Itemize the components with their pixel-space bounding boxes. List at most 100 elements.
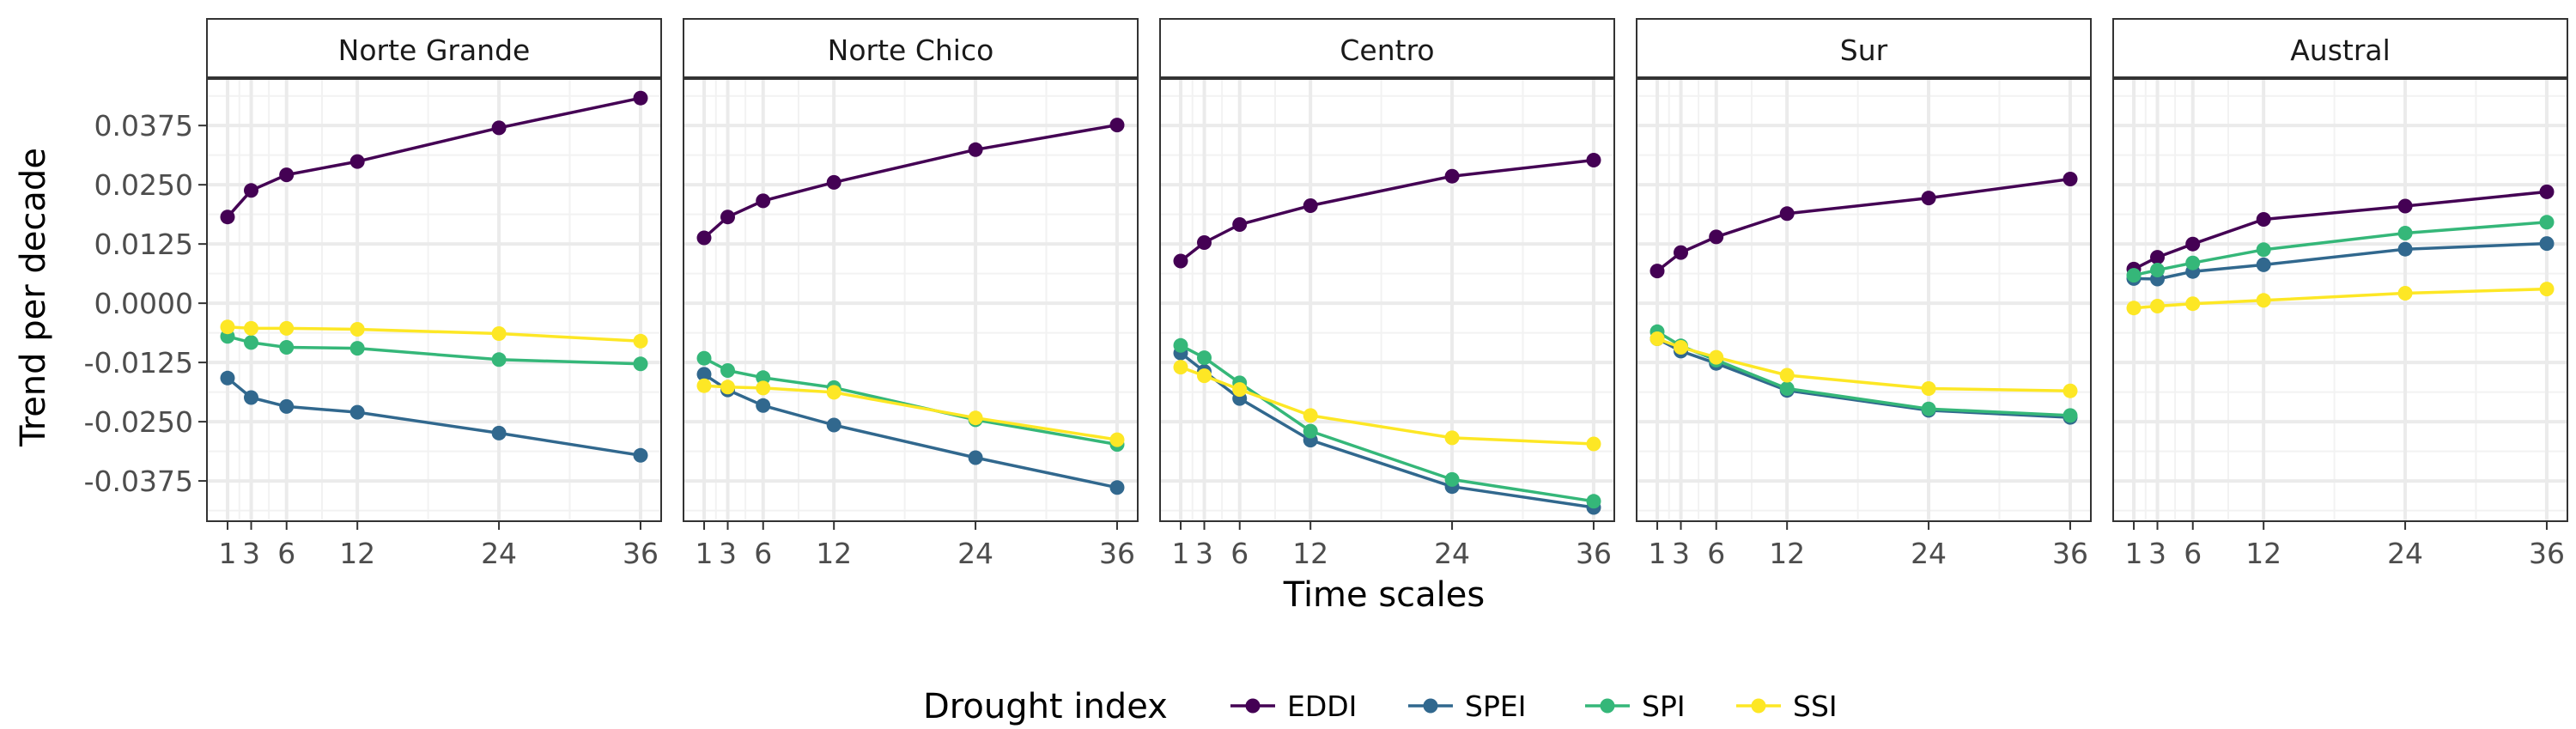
data-point-spei [491, 425, 507, 440]
x-tick-label: 36 [623, 537, 659, 570]
data-point-spi [279, 340, 295, 355]
legend-key-marker [1423, 698, 1438, 714]
data-point-ssi [633, 333, 648, 349]
legend-item-spei: SPEI [1408, 690, 1526, 723]
data-point-spi [1921, 401, 1936, 416]
data-point-ssi [826, 385, 841, 400]
strip-label: Norte Chico [828, 33, 994, 67]
data-point-spi [720, 363, 735, 378]
x-tick-label: 36 [1099, 537, 1135, 570]
data-point-eddi [349, 154, 365, 169]
x-tick-label: 1 [696, 537, 714, 570]
x-tick-label: 1 [2125, 537, 2143, 570]
legend-label: EDDI [1287, 690, 1357, 723]
x-tick-label: 6 [2184, 537, 2202, 570]
data-point-eddi [1109, 118, 1125, 133]
data-point-ssi [1921, 381, 1936, 396]
data-point-eddi [2256, 212, 2271, 227]
data-point-spi [1303, 423, 1318, 439]
data-point-ssi [1232, 382, 1248, 398]
data-point-eddi [2063, 172, 2078, 186]
x-tick-label: 12 [1769, 537, 1805, 570]
data-point-eddi [491, 120, 507, 136]
panel-background [1160, 78, 1614, 521]
data-point-eddi [756, 193, 771, 209]
legend-label: SPI [1642, 690, 1686, 723]
panel-background [1637, 78, 2091, 521]
data-point-spei [968, 450, 983, 465]
data-point-eddi [1921, 191, 1936, 206]
data-point-eddi [1649, 264, 1665, 279]
panel-background [2113, 78, 2567, 521]
data-point-eddi [1674, 245, 1688, 260]
y-tick-label: 0.0000 [94, 287, 193, 320]
data-point-eddi [1232, 217, 1248, 232]
data-point-eddi [2150, 250, 2165, 265]
legend-key-marker [1751, 698, 1766, 714]
data-point-ssi [349, 322, 365, 337]
data-point-eddi [2397, 198, 2413, 214]
legend-key-marker [1600, 698, 1615, 714]
y-tick-label: 0.0250 [94, 168, 193, 202]
y-tick-label: -0.0375 [84, 465, 193, 498]
x-tick-label: 3 [2148, 537, 2166, 570]
data-point-spei [244, 390, 258, 405]
y-tick-label: 0.0125 [94, 228, 193, 261]
data-point-spei [826, 417, 841, 433]
data-point-eddi [1779, 206, 1795, 222]
legend: Drought index EDDI SPEI SPI SSI [923, 687, 1838, 726]
data-point-spi [491, 352, 507, 368]
data-point-ssi [1674, 340, 1688, 355]
data-point-eddi [1709, 229, 1724, 245]
x-tick-label: 3 [719, 537, 737, 570]
data-point-spi [756, 370, 771, 386]
x-tick-label: 24 [481, 537, 517, 570]
data-point-ssi [1779, 368, 1795, 383]
data-point-ssi [756, 380, 771, 396]
data-point-ssi [2185, 296, 2201, 312]
x-tick-label: 24 [2387, 537, 2423, 570]
data-point-spi [2063, 408, 2078, 423]
data-point-spei [696, 367, 712, 382]
data-point-eddi [279, 167, 295, 183]
x-tick-label: 1 [1649, 537, 1667, 570]
x-tick-label: 24 [1911, 537, 1947, 570]
x-tick-label: 3 [242, 537, 260, 570]
strip-label: Norte Grande [338, 33, 531, 67]
data-point-eddi [1586, 153, 1601, 167]
data-point-eddi [1303, 198, 1318, 213]
data-point-ssi [720, 380, 735, 395]
data-point-spi [349, 341, 365, 356]
data-point-eddi [2539, 184, 2555, 199]
data-point-spi [2397, 226, 2413, 240]
strip-label: Centro [1340, 33, 1434, 67]
data-point-spei [2539, 236, 2555, 252]
y-axis-title: Trend per decade [14, 148, 53, 447]
x-tick-label: 6 [277, 537, 295, 570]
data-point-ssi [1303, 408, 1318, 423]
x-tick-label: 12 [339, 537, 375, 570]
data-point-ssi [1649, 331, 1665, 346]
data-point-spei [756, 398, 771, 413]
data-point-spei [349, 404, 365, 420]
data-point-eddi [633, 90, 648, 106]
data-point-spei [2397, 241, 2413, 257]
x-tick-label: 12 [816, 537, 852, 570]
strip-box [1636, 18, 2092, 79]
data-point-ssi [2063, 383, 2078, 398]
data-point-spi [2256, 242, 2271, 258]
data-point-spi [1779, 381, 1795, 396]
data-point-eddi [826, 174, 841, 190]
strip-box [1159, 18, 1615, 79]
legend-title: Drought index [923, 687, 1168, 726]
data-point-ssi [1586, 436, 1601, 452]
data-point-spei [633, 447, 648, 463]
data-point-eddi [1173, 253, 1188, 269]
data-point-ssi [1173, 360, 1188, 375]
legend-label: SSI [1793, 690, 1838, 723]
